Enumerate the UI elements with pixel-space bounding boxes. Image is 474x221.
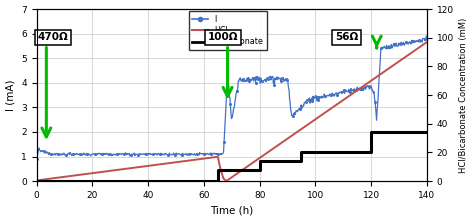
Y-axis label: HCl/Bicarbonate Concentration (mM): HCl/Bicarbonate Concentration (mM) bbox=[459, 17, 468, 173]
Y-axis label: I (mA): I (mA) bbox=[6, 79, 16, 111]
X-axis label: Time (h): Time (h) bbox=[210, 206, 254, 215]
Legend: I, HCl, Bicarbonate: I, HCl, Bicarbonate bbox=[189, 11, 267, 50]
Text: 470Ω: 470Ω bbox=[38, 32, 69, 42]
Text: 100Ω: 100Ω bbox=[208, 32, 238, 42]
Text: 56Ω: 56Ω bbox=[335, 32, 358, 42]
